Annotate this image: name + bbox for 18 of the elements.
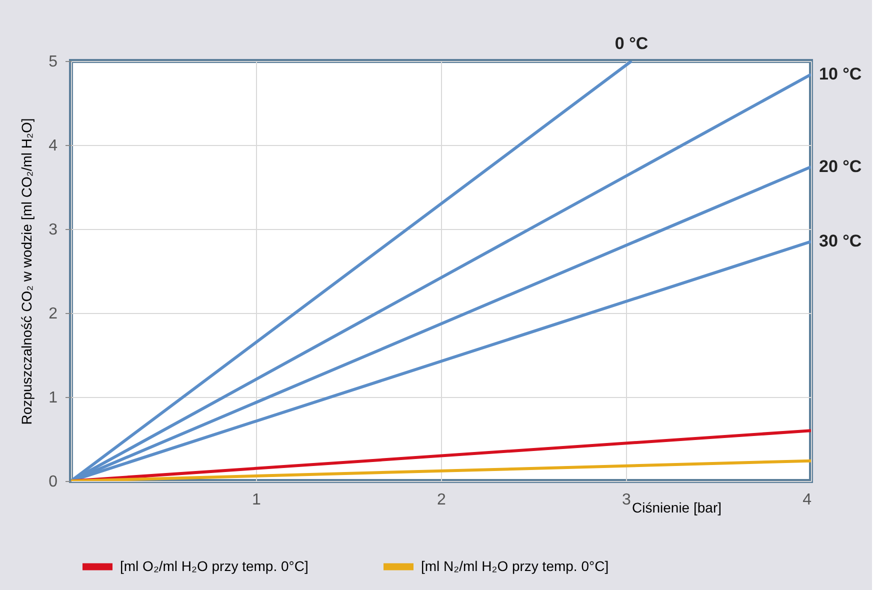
x-axis-title: Ciśnienie [bar]	[632, 500, 722, 516]
x-tick-label: 2	[437, 492, 446, 508]
y-tick-label: 2	[48, 306, 58, 322]
y-tick-label: 5	[48, 54, 58, 70]
y-tick-label: 1	[48, 390, 58, 406]
legend-label: [ml O₂/ml H₂O przy temp. 0°C]	[120, 558, 308, 574]
text: 0 °C	[614, 34, 648, 53]
x-tick-label: 1	[252, 492, 262, 508]
x-tick-label: 4	[802, 492, 812, 508]
y-tick-label: 0	[48, 474, 58, 490]
y-axis-title: Rozpuszczalność CO₂ w wodzie [ml CO₂/ml H₂O]	[18, 118, 35, 425]
text: 10 °C	[819, 64, 862, 84]
text: 20 °C	[819, 156, 862, 176]
y-tick-label: 3	[48, 222, 58, 238]
x-tick-label: 3	[622, 492, 632, 508]
legend-label: [ml N₂/ml H₂O przy temp. 0°C]	[421, 558, 609, 574]
y-tick-label: 4	[48, 138, 58, 154]
text: 30 °C	[819, 232, 862, 251]
